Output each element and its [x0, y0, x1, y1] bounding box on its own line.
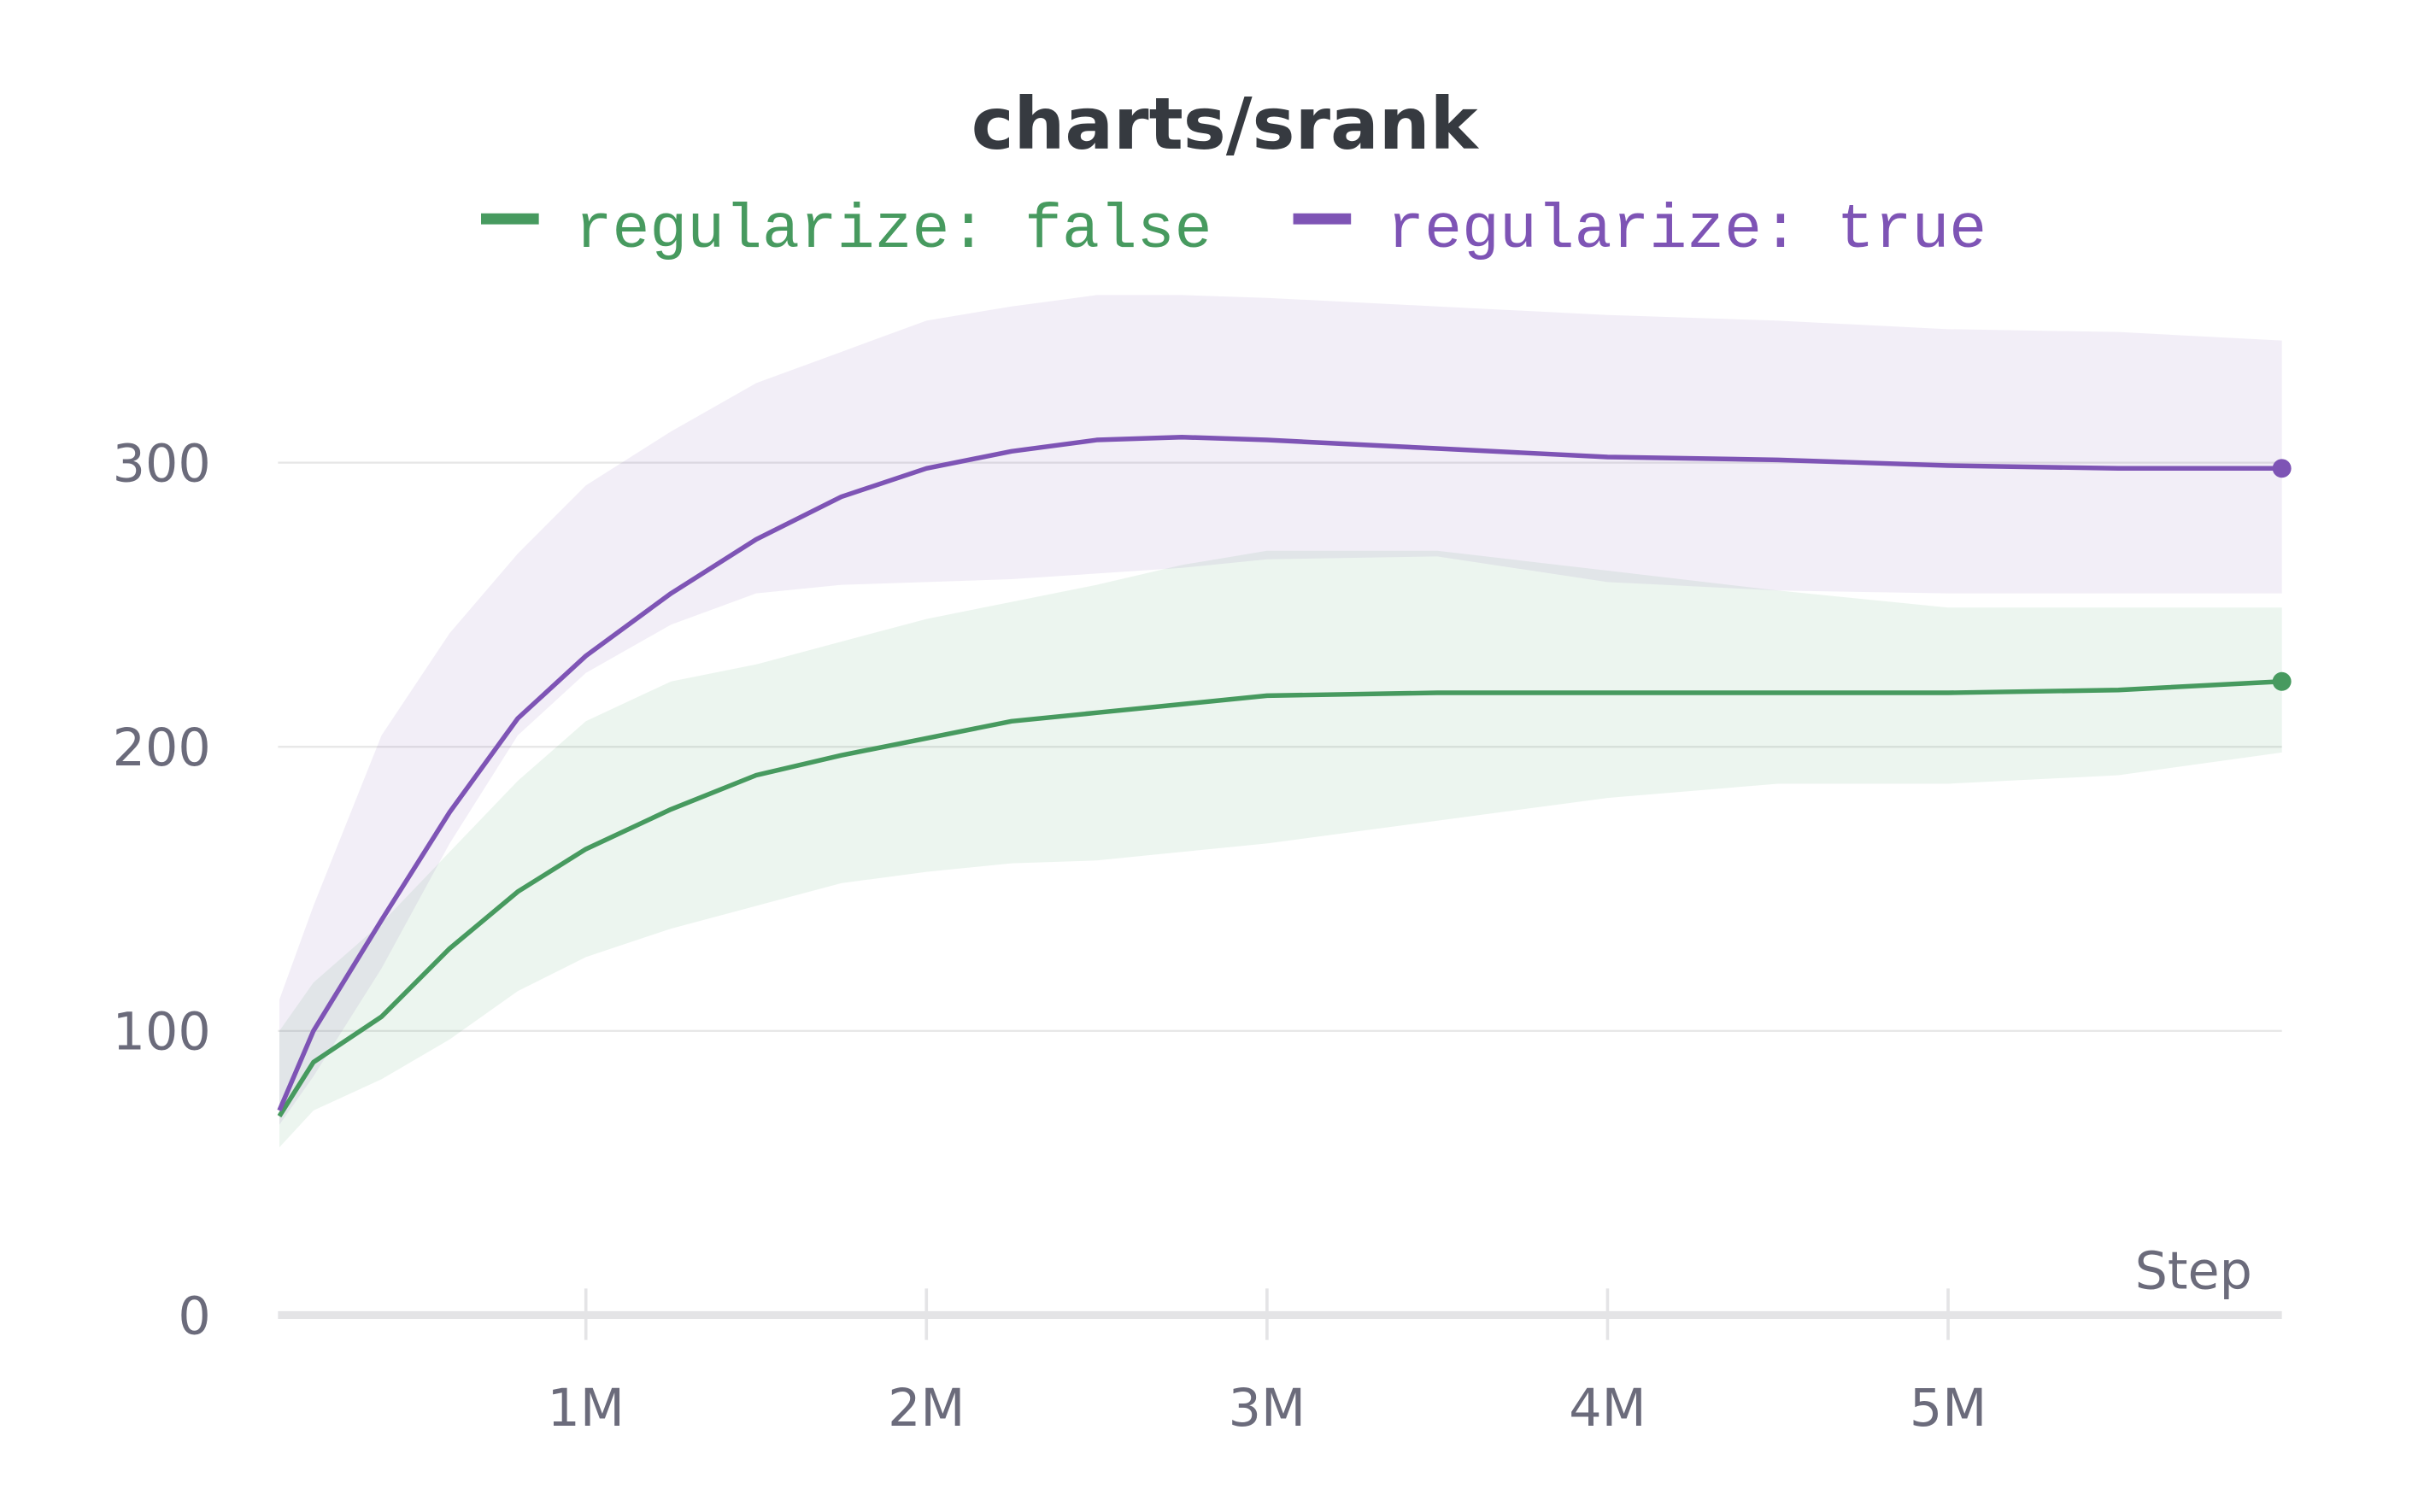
x-tick-label: 2M: [888, 1379, 965, 1439]
x-axis-label: Step: [2135, 1241, 2252, 1301]
end-point: [2272, 671, 2292, 691]
x-tick-label: 5M: [1910, 1379, 1987, 1439]
line: [277, 434, 2282, 1112]
end-point: [2272, 459, 2292, 478]
band: [279, 295, 2282, 1125]
x-tick-label: 3M: [1229, 1379, 1306, 1439]
band: [279, 550, 2282, 1148]
legend-label: regularize: false: [575, 195, 1212, 266]
x-tick-label: 1M: [547, 1379, 624, 1439]
legend-label: regularize: true: [1387, 195, 1987, 266]
y-tick-label: 200: [113, 718, 211, 778]
y-tick-label: 100: [113, 1003, 211, 1063]
y-tick-label: 300: [113, 435, 211, 495]
x-tick-label: 4M: [1569, 1379, 1646, 1439]
line: [277, 679, 2282, 1118]
chart-title: charts/srank: [971, 82, 1480, 166]
y-tick-label: 0: [178, 1286, 210, 1346]
